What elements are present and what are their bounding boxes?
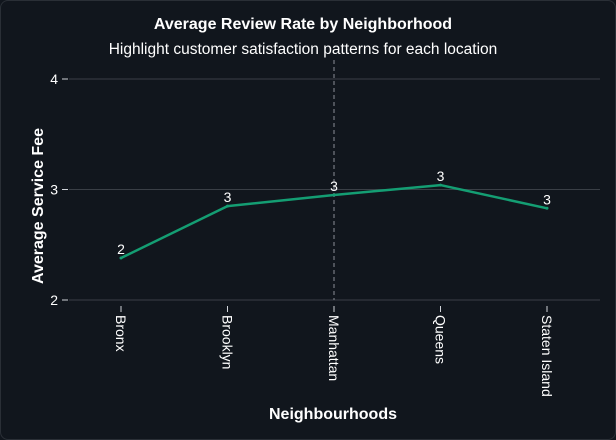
x-tick-label: Bronx: [113, 315, 129, 352]
grid-layer: [69, 60, 600, 301]
data-label: 3: [437, 168, 445, 184]
x-tick-label: Queens: [433, 315, 449, 364]
data-point: [439, 183, 442, 187]
data-label: 3: [330, 178, 338, 194]
data-label: 3: [543, 191, 551, 207]
x-tick-label: Brooklyn: [220, 315, 236, 369]
label-layer: 2 3 3 3 3: [117, 168, 551, 257]
x-tick-label: Manhattan: [326, 315, 342, 381]
data-point: [226, 204, 229, 208]
x-axis-title: Neighbourhoods: [269, 406, 397, 423]
data-label: 2: [117, 241, 125, 257]
y-tick-label: 3: [50, 182, 58, 198]
series-layer: [119, 183, 549, 260]
chart-title: Average Review Rate by Neighborhood: [154, 16, 452, 33]
x-tick-label: Staten Island: [539, 315, 555, 397]
data-label: 3: [224, 189, 232, 205]
y-tick-label: 2: [50, 292, 58, 308]
data-point: [119, 256, 123, 260]
axis-layer: 2 3 4 Bronx Brooklyn Manhattan Queens Staten Is…: [50, 71, 555, 397]
y-tick-label: 4: [50, 71, 58, 87]
data-point: [545, 206, 549, 210]
data-point: [332, 193, 336, 197]
chart-subtitle: Highlight customer satisfaction patterns…: [109, 41, 498, 58]
y-axis-title: Average Service Fee: [30, 128, 47, 284]
